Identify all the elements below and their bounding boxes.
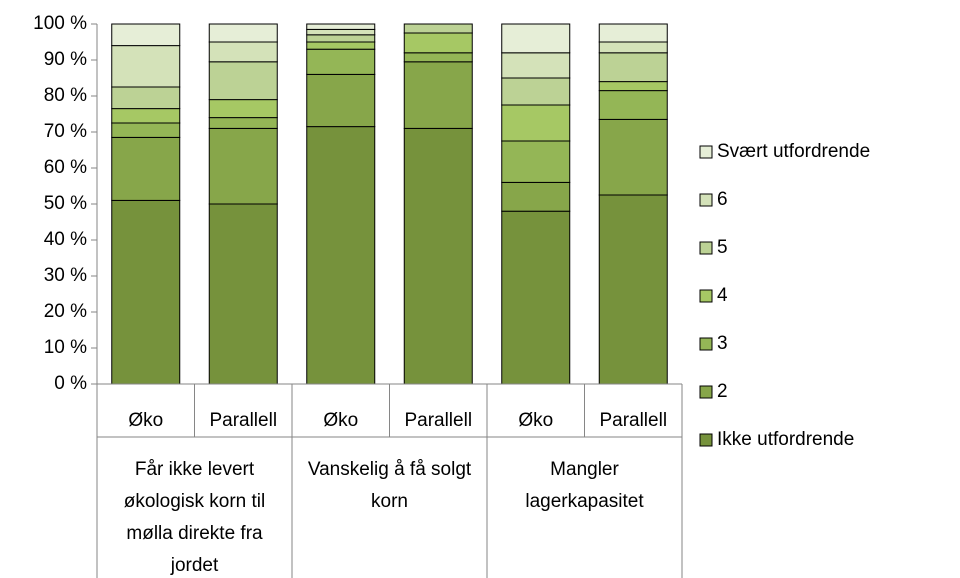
bar-segment xyxy=(501,181,571,212)
bar-segment xyxy=(208,99,278,119)
bar-segment xyxy=(501,77,571,106)
legend-swatch xyxy=(699,193,713,207)
group-label: Mangler lagerkapasitet xyxy=(525,459,644,512)
bar-segment xyxy=(208,203,278,385)
bar-segment xyxy=(501,23,571,54)
group-label: Får ikke levert økologisk korn til mølla… xyxy=(123,459,266,576)
bar-segment xyxy=(598,81,668,92)
y-tick-label: 0 % xyxy=(54,373,87,394)
bar-segment xyxy=(501,52,571,79)
x-tick-label: Parallell xyxy=(599,410,667,431)
bar-segment xyxy=(501,140,571,183)
legend-swatch xyxy=(699,337,713,351)
y-tick-label: 70 % xyxy=(44,121,87,142)
legend-label: 6 xyxy=(717,189,728,210)
bar-segment xyxy=(501,104,571,142)
bar-segment xyxy=(598,23,668,43)
bar-segment xyxy=(306,126,376,385)
legend-swatch xyxy=(699,289,713,303)
bar-segment xyxy=(111,136,181,201)
bar-segment xyxy=(111,45,181,88)
y-tick-label: 30 % xyxy=(44,265,87,286)
x-tick-label: Øko xyxy=(323,410,358,431)
x-tick-label: Parallell xyxy=(404,410,472,431)
legend-label: 3 xyxy=(717,333,728,354)
legend-swatch xyxy=(699,385,713,399)
bar-segment xyxy=(111,23,181,47)
bar-segment xyxy=(111,122,181,138)
bar-segment xyxy=(208,127,278,205)
bar-segment xyxy=(306,41,376,50)
y-tick-label: 40 % xyxy=(44,229,87,250)
y-tick-label: 90 % xyxy=(44,49,87,70)
bar-segment xyxy=(598,90,668,120)
legend-swatch xyxy=(699,433,713,447)
bar-segment xyxy=(403,127,473,385)
bar-segment xyxy=(208,117,278,129)
bar-segment xyxy=(111,108,181,124)
bar-segment xyxy=(501,210,571,385)
y-tick-label: 60 % xyxy=(44,157,87,178)
bar-segment xyxy=(306,48,376,75)
bar-segment xyxy=(306,28,376,36)
legend-label: 2 xyxy=(717,381,728,402)
y-tick-label: 50 % xyxy=(44,193,87,214)
legend-label: 4 xyxy=(717,285,728,306)
x-tick-label: Øko xyxy=(128,410,163,431)
group-label: Vanskelig å få solgt korn xyxy=(307,459,472,512)
legend-label: 5 xyxy=(717,237,728,258)
x-tick-label: Øko xyxy=(518,410,553,431)
legend-swatch xyxy=(699,241,713,255)
y-tick-label: 100 % xyxy=(33,13,87,34)
bar-segment xyxy=(306,34,376,43)
bar-segment xyxy=(111,86,181,110)
bar-segment xyxy=(403,32,473,54)
x-tick-label: Parallell xyxy=(209,410,277,431)
bar-segment xyxy=(598,194,668,385)
legend-swatch xyxy=(699,145,713,159)
bar-segment xyxy=(598,118,668,196)
bar-segment xyxy=(306,73,376,128)
legend-label: Ikke utfordrende xyxy=(717,429,854,450)
bar-segment xyxy=(403,52,473,63)
bar-segment xyxy=(598,52,668,83)
bar-segment xyxy=(403,23,473,34)
bar-segment xyxy=(598,41,668,54)
bar-segment xyxy=(111,199,181,385)
bar-segment xyxy=(208,61,278,101)
bar-segment xyxy=(208,23,278,43)
y-tick-label: 80 % xyxy=(44,85,87,106)
y-tick-label: 20 % xyxy=(44,301,87,322)
legend-label: Svært utfordrende xyxy=(717,141,870,162)
bar-segment xyxy=(208,41,278,63)
y-tick-label: 10 % xyxy=(44,337,87,358)
bar-segment xyxy=(403,61,473,129)
bar-segment xyxy=(306,23,376,30)
